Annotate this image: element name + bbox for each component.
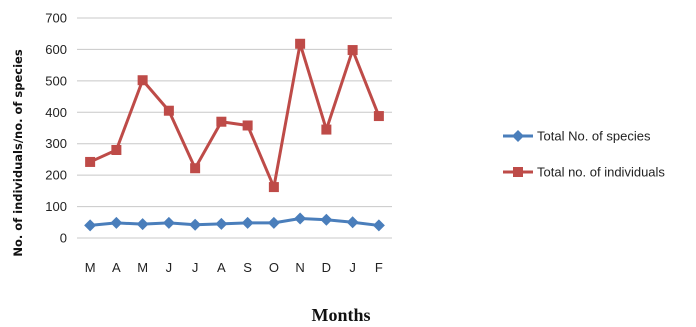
data-point-individuals <box>216 116 227 127</box>
data-point-species <box>346 216 359 229</box>
data-point-individuals <box>111 145 122 155</box>
legend-label-species: Total No. of species <box>537 129 651 144</box>
data-point-individuals <box>295 38 306 49</box>
legend-marker-individuals <box>513 167 523 177</box>
data-point-individuals <box>268 182 279 193</box>
data-point-species <box>162 216 175 229</box>
data-point-individuals <box>85 156 96 167</box>
legend: Total No. of species Total no. of individ… <box>503 129 665 180</box>
data-point-species <box>320 213 333 226</box>
x-tick-label: M <box>85 260 96 275</box>
series-line-species <box>89 217 380 227</box>
y-tick-label: 700 <box>45 11 67 26</box>
series-individuals <box>85 38 384 193</box>
data-point-species <box>294 212 307 225</box>
data-point-individuals <box>347 45 358 56</box>
data-point-individuals <box>321 124 332 135</box>
x-tick-label: M <box>137 260 148 275</box>
x-tick-label: A <box>217 260 226 275</box>
y-tick-label: 600 <box>45 42 67 57</box>
y-tick-labels: 0 100 200 300 400 500 600 700 <box>45 11 67 246</box>
data-point-individuals <box>190 163 201 174</box>
x-tick-label: F <box>375 260 383 275</box>
x-tick-label: D <box>322 260 331 275</box>
data-point-individuals <box>242 120 253 131</box>
data-point-individuals <box>163 105 174 116</box>
y-tick-label: 400 <box>45 105 67 120</box>
data-point-species <box>372 219 385 232</box>
y-tick-label: 200 <box>45 168 67 183</box>
data-point-individuals <box>373 111 384 122</box>
data-point-species <box>189 218 202 231</box>
y-tick-label: 0 <box>60 231 67 246</box>
data-point-species <box>241 216 254 229</box>
x-axis-label: Months <box>311 305 370 325</box>
series-species <box>84 212 385 232</box>
x-tick-label: J <box>349 260 356 275</box>
series-lines <box>84 38 385 232</box>
x-tick-label: S <box>243 260 252 275</box>
data-point-species <box>267 216 280 229</box>
data-point-species <box>215 217 228 230</box>
legend-label-individuals: Total no. of individuals <box>537 165 665 180</box>
x-tick-label: J <box>192 260 199 275</box>
series-line-individuals <box>89 42 381 189</box>
data-point-individuals <box>137 75 148 86</box>
x-tick-label: O <box>269 260 279 275</box>
x-tick-label: A <box>112 260 121 275</box>
y-tick-label: 300 <box>45 136 67 151</box>
data-point-species <box>136 218 149 231</box>
y-tick-label: 100 <box>45 199 67 214</box>
y-axis-label: No. of individuals/no. of species <box>11 49 25 257</box>
y-tick-label: 500 <box>45 73 67 88</box>
x-tick-label: J <box>166 260 173 275</box>
x-tick-label: N <box>295 260 304 275</box>
data-point-species <box>110 216 123 229</box>
data-point-species <box>84 219 97 232</box>
legend-marker-species <box>512 130 524 142</box>
